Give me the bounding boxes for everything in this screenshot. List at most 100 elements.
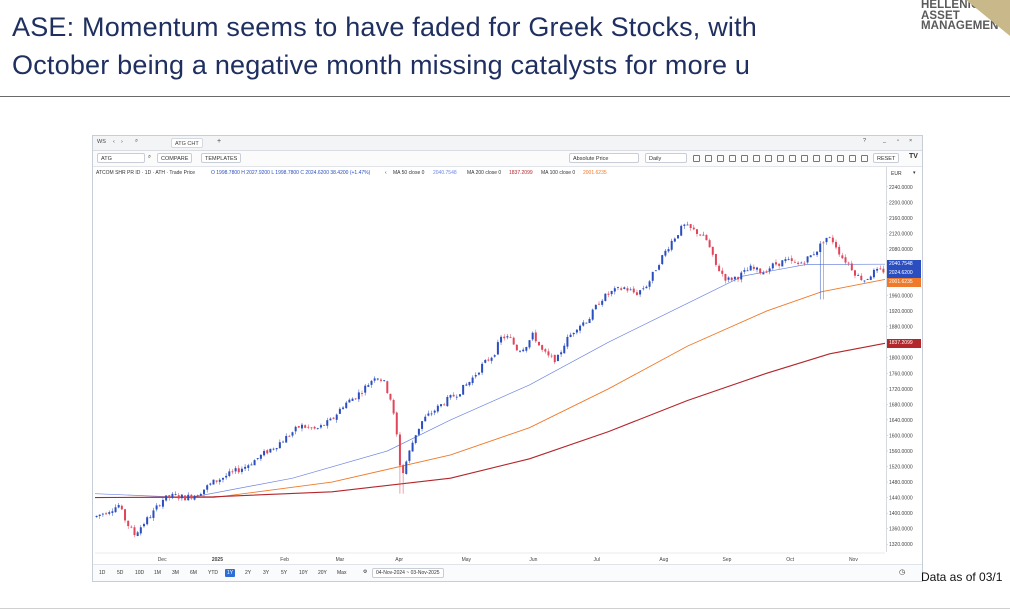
range-button-1y[interactable]: 1Y xyxy=(225,569,236,577)
lock-icon[interactable] xyxy=(849,155,856,162)
ma100-value: 2001.6235 xyxy=(583,170,607,176)
fibonacci-icon[interactable] xyxy=(777,155,784,162)
price-axis[interactable]: EUR ▾ xyxy=(886,167,923,552)
range-button-3y[interactable]: 3Y xyxy=(263,570,270,576)
alert-icon[interactable] xyxy=(789,155,796,162)
indicator-icon[interactable] xyxy=(705,155,712,162)
candle-body xyxy=(522,349,525,352)
y-tick-label: 1440.0000 xyxy=(889,496,913,502)
candle-body xyxy=(458,394,461,397)
candle-body xyxy=(620,288,623,290)
candle-body xyxy=(566,336,569,347)
range-button-5y[interactable]: 5Y xyxy=(281,570,288,576)
candle-body xyxy=(645,286,648,289)
new-tab-icon[interactable]: + xyxy=(217,138,222,145)
candle-body xyxy=(740,272,743,280)
candle-body xyxy=(108,512,111,514)
candle-body xyxy=(484,359,487,363)
y-tick-label: 2160.0000 xyxy=(889,216,913,222)
forward-arrow-icon[interactable]: › xyxy=(121,139,123,145)
y-tick-label: 1480.0000 xyxy=(889,480,913,486)
candle-body xyxy=(664,250,667,256)
symbol-input[interactable]: ATG xyxy=(97,153,145,163)
symbol-search-icon[interactable]: ⌕ xyxy=(148,154,152,160)
price-chart[interactable]: 1320.0000 1360.0000 1400.0000 1440.0000 1480… xyxy=(93,136,922,564)
candle-body xyxy=(787,259,790,260)
calendar-settings-icon[interactable]: ⚙ xyxy=(363,569,368,575)
candle-body xyxy=(367,385,370,387)
grid-icon[interactable] xyxy=(801,155,808,162)
price-tag: 2024.6200 xyxy=(887,268,921,278)
chart-titlebar: WS ‹ › ⌕ ATG CHT + ? _ ▫ × xyxy=(93,136,922,151)
chart-info-bar: ATCOM SHR PR ID · 1D · ATH · Trade Price… xyxy=(93,167,883,179)
candle-body xyxy=(440,404,443,407)
restore-icon[interactable]: ▫ xyxy=(897,138,899,144)
candle-body xyxy=(598,303,601,305)
candle-body xyxy=(806,256,809,263)
timezone-icon[interactable]: ◷ xyxy=(899,569,906,576)
candle-body xyxy=(383,380,386,382)
workspace-label[interactable]: WS xyxy=(97,139,106,145)
candle-body xyxy=(395,412,398,435)
candle-body xyxy=(680,225,683,236)
candle-body xyxy=(196,494,199,496)
range-button-5d[interactable]: 5D xyxy=(117,570,124,576)
price-mode-select[interactable]: Absolute Price xyxy=(569,153,639,163)
candle-body xyxy=(828,236,831,238)
interval-select[interactable]: Daily xyxy=(645,153,687,163)
candle-body xyxy=(398,434,401,466)
candle-body xyxy=(411,442,414,452)
candle-body xyxy=(310,427,313,429)
candle-body xyxy=(629,289,632,291)
export-icon[interactable] xyxy=(825,155,832,162)
settings-icon[interactable] xyxy=(741,155,748,162)
date-range-input[interactable]: 04-Nov-2024 ~ 03-Nov-2025 xyxy=(372,568,444,578)
reset-button[interactable]: RESET xyxy=(873,153,900,163)
candle-body xyxy=(193,495,196,500)
range-button-6m[interactable]: 6M xyxy=(190,570,197,576)
collapse-legend-icon[interactable]: ‹ xyxy=(385,170,387,176)
candle-body xyxy=(209,483,212,485)
candle-body xyxy=(793,261,796,263)
zoom-icon[interactable] xyxy=(837,155,844,162)
range-button-1d[interactable]: 1D xyxy=(99,570,106,576)
candle-body xyxy=(405,461,408,474)
draw-tool-icon[interactable] xyxy=(693,155,700,162)
candle-body xyxy=(683,224,686,226)
candle-body xyxy=(155,505,158,510)
candle-body xyxy=(221,477,224,480)
visibility-icon[interactable] xyxy=(861,155,868,162)
candle-body xyxy=(604,293,607,301)
close-icon[interactable]: × xyxy=(909,138,913,144)
x-tick-label: May xyxy=(462,557,472,563)
range-button-1m[interactable]: 1M xyxy=(154,570,161,576)
text-tool-icon[interactable] xyxy=(753,155,760,162)
layout-icon[interactable] xyxy=(717,155,724,162)
candle-body xyxy=(282,441,285,443)
crosshair-icon[interactable] xyxy=(729,155,736,162)
range-button-10d[interactable]: 10D xyxy=(135,570,145,576)
trend-line-icon[interactable] xyxy=(765,155,772,162)
x-tick-label: Dec xyxy=(158,557,167,563)
candle-body xyxy=(326,420,329,426)
search-icon[interactable]: ⌕ xyxy=(135,138,139,144)
range-button-2y[interactable]: 2Y xyxy=(245,570,252,576)
candle-body xyxy=(449,395,452,398)
y-tick-label: 2080.0000 xyxy=(889,247,913,253)
candle-body xyxy=(835,241,838,248)
range-button-20y[interactable]: 20Y xyxy=(318,570,327,576)
candle-body xyxy=(585,322,588,324)
currency-dropdown-icon[interactable]: ▾ xyxy=(913,170,916,176)
range-button-max[interactable]: Max xyxy=(337,570,347,576)
x-tick-label: Oct xyxy=(786,557,794,563)
range-button-3m[interactable]: 3M xyxy=(172,570,179,576)
back-arrow-icon[interactable]: ‹ xyxy=(113,139,115,145)
range-button-ytd[interactable]: YTD xyxy=(208,570,218,576)
compare-button[interactable]: COMPARE xyxy=(157,153,193,163)
minimize-icon[interactable]: _ xyxy=(883,138,887,144)
help-icon[interactable]: ? xyxy=(863,138,867,144)
table-icon[interactable] xyxy=(813,155,820,162)
templates-button[interactable]: TEMPLATES xyxy=(201,153,242,163)
range-button-10y[interactable]: 10Y xyxy=(299,570,308,576)
tab-chart[interactable]: ATG CHT xyxy=(171,138,203,148)
